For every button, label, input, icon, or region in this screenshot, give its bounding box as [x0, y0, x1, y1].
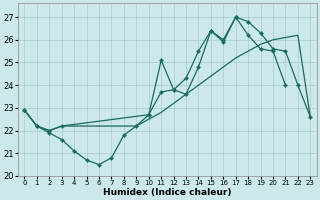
X-axis label: Humidex (Indice chaleur): Humidex (Indice chaleur) — [103, 188, 232, 197]
